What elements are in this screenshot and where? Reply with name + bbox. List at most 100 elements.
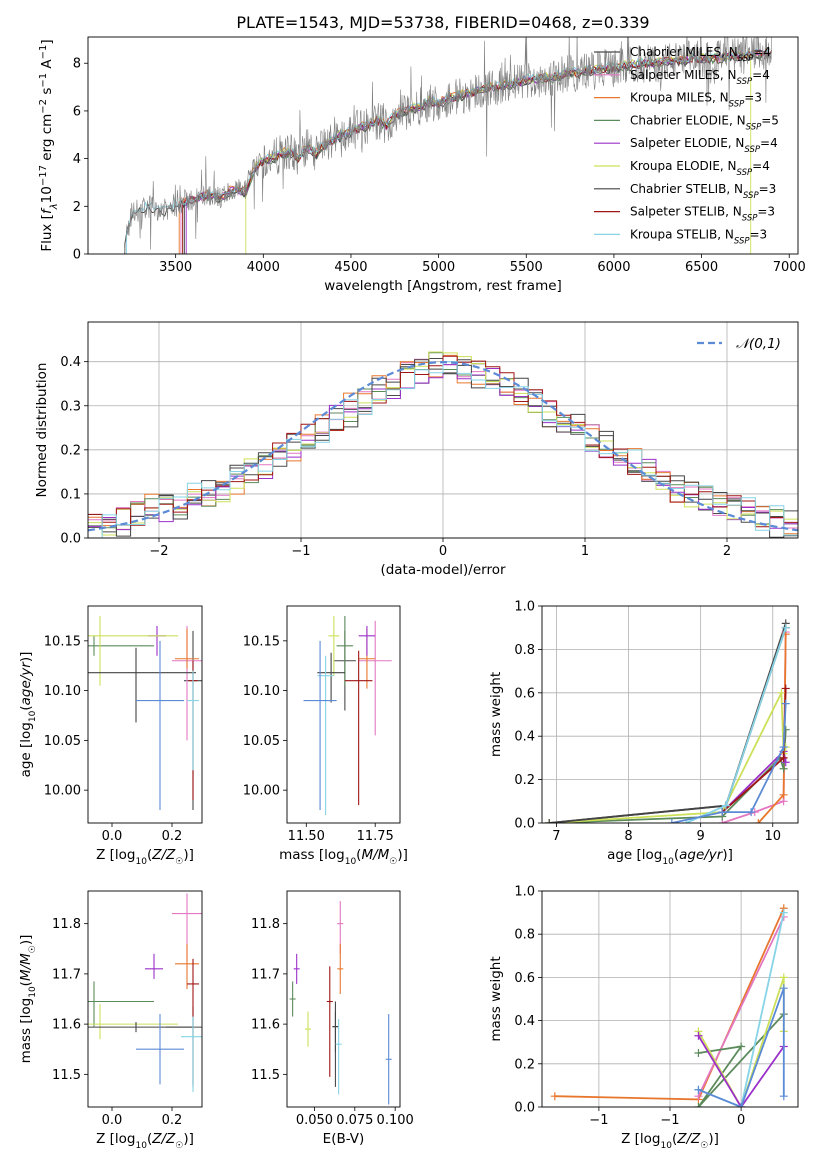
- y-tick-label: 1.0: [514, 885, 535, 900]
- axes-frame: [87, 890, 203, 1108]
- y-tick-label: 6: [73, 104, 81, 119]
- mass-weight-line: [697, 1013, 785, 1107]
- x-tick-label: 11.75: [357, 829, 394, 844]
- y-tick-label: 0.4: [514, 730, 535, 745]
- x-tick-label: 5500: [510, 260, 543, 275]
- mass-weight-marker: [694, 1103, 703, 1107]
- legend-label: Chabrier MILES, NSSP=4: [630, 45, 771, 64]
- x-tick-label: 0: [439, 544, 447, 559]
- residuals-panel: −2 −1 0 1 2 0.0 0.1 0.2 0.3 0.4 (data-model)/error…: [34, 321, 799, 578]
- x-tick-label: 5000: [422, 260, 455, 275]
- y-tick-label: 4: [73, 152, 81, 167]
- y-tick-label: 8: [73, 57, 81, 72]
- mass-weight-marker: [545, 819, 554, 823]
- mass-weight-marker: [777, 688, 786, 697]
- x-tick-label: 7000: [773, 260, 806, 275]
- y-tick-label: 0.1: [60, 487, 81, 502]
- y-axis-label: Normed distribution: [34, 363, 50, 498]
- x-tick-label: 0.050: [296, 1113, 333, 1128]
- y-tick-label: 11.8: [52, 917, 81, 932]
- mass-weight-marker: [747, 808, 756, 817]
- mass-weight-marker: [779, 753, 788, 762]
- x-tick-label: 0: [737, 1113, 745, 1128]
- axes-frame: [286, 605, 401, 824]
- x-tick-label: 11.50: [288, 829, 325, 844]
- y-tick-label: 0: [73, 248, 81, 263]
- weight-age-panel: 7 8 9 10 0.0 0.2 0.4 0.6 0.8 1.0 mass weight age [l…: [488, 600, 799, 867]
- y-tick-label: 1.0: [514, 600, 535, 615]
- y-tick-label: 10.05: [243, 734, 280, 749]
- y-tick-label: 0.6: [514, 686, 535, 701]
- y-tick-label: 11.6: [251, 1018, 280, 1033]
- y-tick-label: 0.2: [60, 443, 81, 458]
- ebv-mass-panel: 0.050 0.075 0.100 11.5 11.6 11.7 11.8 E(B-V): [251, 890, 414, 1147]
- x-tick-label: 0.100: [377, 1113, 414, 1128]
- x-tick-label: −2: [149, 544, 168, 559]
- mass-weight-marker: [550, 1092, 559, 1101]
- mass-weight-marker: [754, 819, 763, 823]
- x-axis-label: (data-model)/error: [380, 562, 506, 578]
- legend-label: Chabrier ELODIE, NSSP=5: [630, 113, 779, 132]
- mass-weight-marker: [779, 764, 788, 773]
- mass-age-panel: 11.50 11.75 10.00 10.05 10.10 10.15 mass [log1…: [243, 605, 408, 867]
- mass-weight-marker: [737, 1042, 746, 1051]
- y-tick-label: 0.8: [514, 643, 535, 658]
- mass-weight-marker: [779, 1092, 788, 1101]
- legend-label: Kroupa ELODIE, NSSP=4: [630, 159, 770, 178]
- mass-weight-marker: [779, 743, 788, 752]
- y-tick-label: 10.15: [44, 634, 81, 649]
- x-axis-label: wavelength [Angstrom, rest frame]: [324, 278, 562, 294]
- legend-label: 𝒩(0,1): [736, 336, 781, 352]
- y-tick-label: 0.0: [514, 1101, 535, 1116]
- y-axis-label: mass weight: [488, 672, 504, 757]
- y-tick-label: 11.7: [251, 967, 280, 982]
- x-tick-label: −1: [589, 1113, 608, 1128]
- x-tick-label: 6000: [597, 260, 630, 275]
- mass-weight-marker: [694, 1049, 703, 1057]
- legend-label: Salpeter STELIB, NSSP=3: [630, 205, 775, 224]
- x-axis-label: age [log10(age/yr)]: [607, 847, 733, 867]
- y-axis-label: age [log10(age/yr)]: [18, 652, 38, 778]
- y-tick-label: 0.8: [514, 928, 535, 943]
- legend-label: Salpeter ELODIE, NSSP=4: [630, 136, 778, 155]
- axes-frame: [87, 605, 203, 824]
- x-tick-label: 2: [723, 544, 731, 559]
- y-tick-label: 11.6: [52, 1018, 81, 1033]
- z-mass-panel: 0.0 0.2 11.5 11.6 11.7 11.8 Z [log10(Z/Z☉)] mas…: [18, 890, 203, 1151]
- x-tick-label: 0.2: [162, 829, 183, 844]
- mass-weight-marker: [779, 984, 788, 993]
- x-axis-label: Z [log10(Z/Z☉)]: [96, 847, 194, 867]
- mass-weight-line: [697, 916, 785, 1097]
- y-tick-label: 11.8: [251, 917, 280, 932]
- y-tick-label: 0.0: [514, 817, 535, 832]
- mass-weight-line: [698, 987, 785, 1107]
- y-tick-label: 0.6: [514, 971, 535, 986]
- x-tick-label: 4000: [247, 260, 280, 275]
- legend-label: Salpeter MILES, NSSP=4: [630, 68, 770, 87]
- mass-weight-marker: [721, 801, 730, 810]
- x-tick-label: 1: [581, 544, 589, 559]
- y-axis-label: mass weight: [488, 956, 504, 1041]
- y-tick-label: 0.0: [60, 532, 81, 547]
- x-axis-label: Z [log10(Z/Z☉)]: [96, 1131, 194, 1151]
- mass-weight-marker: [737, 1103, 746, 1107]
- z-age-panel: 0.0 0.2 10.00 10.05 10.10 10.15 Z [log10(Z/Z☉)…: [18, 605, 203, 867]
- y-tick-label: 2: [73, 200, 81, 215]
- mass-weight-marker: [667, 819, 676, 823]
- y-tick-label: 0.3: [60, 399, 81, 414]
- y-tick-label: 10.10: [44, 684, 81, 699]
- y-tick-label: 11.7: [52, 967, 81, 982]
- axes-frame: [286, 890, 401, 1108]
- x-tick-label: 9: [697, 829, 705, 844]
- x-axis-label: E(B-V): [323, 1131, 365, 1147]
- y-tick-label: 10.15: [243, 634, 280, 649]
- y-axis-label: Flux [fλ10−17 erg cm−2 s−1 A−1]: [38, 39, 60, 251]
- y-tick-label: 10.00: [243, 784, 280, 799]
- y-axis-label: mass [log10(M/M☉)]: [18, 935, 38, 1064]
- figure-title: PLATE=1543, MJD=53738, FIBERID=0468, z=0…: [236, 13, 649, 32]
- y-tick-label: 0.4: [60, 355, 81, 370]
- spectrum-panel: 3500 4000 4500 5000 5500 6000 6500 7000 0 2 4 6 8 wav…: [38, 36, 806, 294]
- spectrum-data-line: [124, 37, 772, 253]
- y-tick-label: 0.4: [514, 1014, 535, 1029]
